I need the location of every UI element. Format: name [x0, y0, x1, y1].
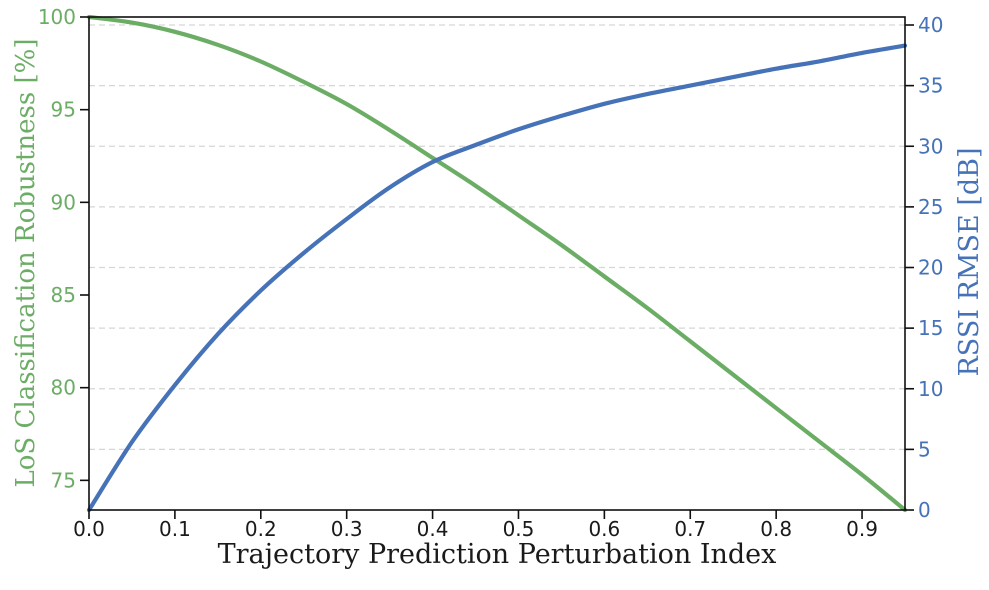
x-tick-label: 0.8 [760, 517, 792, 541]
x-tick-label: 0.2 [245, 517, 277, 541]
right-tick-label: 20 [918, 256, 943, 280]
x-tick-label: 0.7 [674, 517, 706, 541]
left-tick-label: 80 [51, 376, 76, 400]
left-tick-label: 100 [38, 5, 76, 29]
left-tick-label: 75 [51, 468, 76, 492]
right-tick-label: 35 [918, 74, 943, 98]
robustness-curve [86, 14, 908, 513]
right-tick-label: 15 [918, 316, 943, 340]
x-tick-label: 0.5 [503, 517, 535, 541]
curves-layer [86, 14, 908, 513]
x-tick-label: 0.6 [588, 517, 620, 541]
left-axis-title: LoS Classification Robustness [%] [11, 38, 41, 487]
ticks-layer: 0.0 0.1 0.2 0.3 0.4 0.5 0.6 0.7 0.8 0.9 75 80 85 90 95… [38, 5, 944, 541]
gridlines-layer [89, 24, 905, 450]
plot-frame [88, 16, 906, 511]
x-tick-label: 0.9 [846, 517, 878, 541]
rmse-curve [86, 43, 908, 513]
right-tick-label: 5 [918, 437, 931, 461]
right-tick-label: 10 [918, 377, 943, 401]
right-tick-label: 0 [918, 498, 931, 522]
right-tick-label: 25 [918, 195, 943, 219]
x-tick-label: 0.1 [159, 517, 191, 541]
left-tick-label: 95 [51, 98, 76, 122]
x-tick-label: 0.3 [331, 517, 363, 541]
right-axis-title: RSSI RMSE [dB] [954, 147, 985, 376]
x-tick-label: 0.0 [73, 517, 105, 541]
right-tick-label: 40 [918, 13, 943, 37]
left-tick-label: 90 [51, 190, 76, 214]
x-tick-label: 0.4 [417, 517, 449, 541]
x-axis-title: Trajectory Prediction Perturbation Index [218, 539, 777, 570]
right-tick-label: 30 [918, 134, 943, 158]
left-tick-label: 85 [51, 283, 76, 307]
